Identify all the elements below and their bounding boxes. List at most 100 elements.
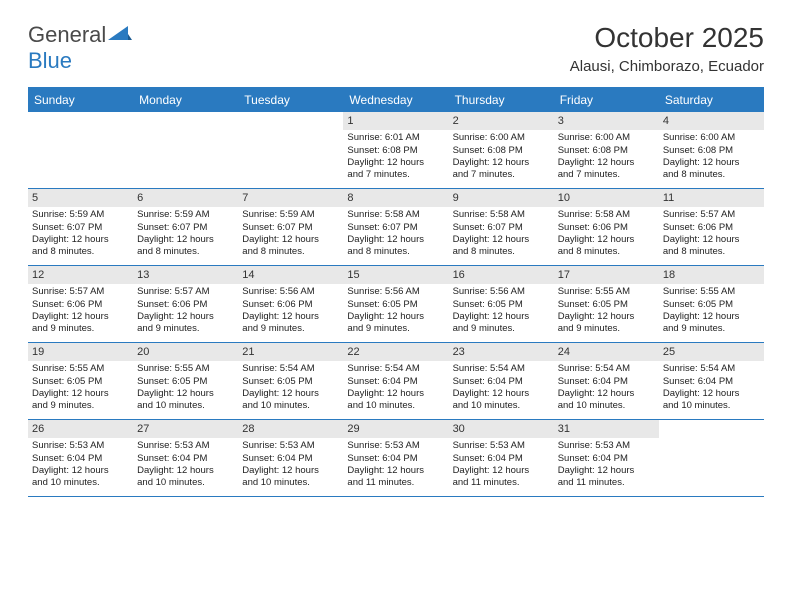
daylight-text: Daylight: 12 hours xyxy=(347,234,444,246)
sunset-text: Sunset: 6:06 PM xyxy=(32,299,129,311)
daylight-text: Daylight: 12 hours xyxy=(137,311,234,323)
day-number xyxy=(659,420,764,438)
daylight-text: Daylight: 12 hours xyxy=(242,234,339,246)
day-number: 14 xyxy=(238,266,343,284)
day-number: 29 xyxy=(343,420,448,438)
daylight-text: and 10 minutes. xyxy=(137,477,234,489)
cell-body: Sunrise: 5:56 AMSunset: 6:05 PMDaylight:… xyxy=(343,284,448,339)
logo-triangle-icon xyxy=(108,24,132,42)
daylight-text: and 10 minutes. xyxy=(242,477,339,489)
day-number: 9 xyxy=(449,189,554,207)
calendar-cell: 10Sunrise: 5:58 AMSunset: 6:06 PMDayligh… xyxy=(554,189,659,265)
day-number: 21 xyxy=(238,343,343,361)
calendar-cell: 17Sunrise: 5:55 AMSunset: 6:05 PMDayligh… xyxy=(554,266,659,342)
sunset-text: Sunset: 6:05 PM xyxy=(242,376,339,388)
weeks-container: 1Sunrise: 6:01 AMSunset: 6:08 PMDaylight… xyxy=(28,112,764,497)
cell-body: Sunrise: 5:53 AMSunset: 6:04 PMDaylight:… xyxy=(28,438,133,493)
daylight-text: and 10 minutes. xyxy=(347,400,444,412)
daylight-text: Daylight: 12 hours xyxy=(242,465,339,477)
cell-body: Sunrise: 5:57 AMSunset: 6:06 PMDaylight:… xyxy=(133,284,238,339)
day-number: 6 xyxy=(133,189,238,207)
sunrise-text: Sunrise: 5:53 AM xyxy=(453,440,550,452)
calendar-week: 5Sunrise: 5:59 AMSunset: 6:07 PMDaylight… xyxy=(28,189,764,266)
sunset-text: Sunset: 6:07 PM xyxy=(453,222,550,234)
daylight-text: Daylight: 12 hours xyxy=(242,388,339,400)
day-header: Friday xyxy=(554,88,659,112)
cell-body: Sunrise: 5:53 AMSunset: 6:04 PMDaylight:… xyxy=(238,438,343,493)
cell-body: Sunrise: 5:59 AMSunset: 6:07 PMDaylight:… xyxy=(28,207,133,262)
day-number xyxy=(133,112,238,130)
sunset-text: Sunset: 6:06 PM xyxy=(242,299,339,311)
sunset-text: Sunset: 6:05 PM xyxy=(453,299,550,311)
cell-body: Sunrise: 5:58 AMSunset: 6:07 PMDaylight:… xyxy=(449,207,554,262)
daylight-text: Daylight: 12 hours xyxy=(558,234,655,246)
sunrise-text: Sunrise: 5:53 AM xyxy=(558,440,655,452)
logo-text-blue: Blue xyxy=(28,48,72,74)
sunset-text: Sunset: 6:07 PM xyxy=(347,222,444,234)
cell-body: Sunrise: 5:56 AMSunset: 6:05 PMDaylight:… xyxy=(449,284,554,339)
calendar-cell: 27Sunrise: 5:53 AMSunset: 6:04 PMDayligh… xyxy=(133,420,238,496)
sunrise-text: Sunrise: 5:56 AM xyxy=(453,286,550,298)
sunset-text: Sunset: 6:05 PM xyxy=(347,299,444,311)
day-number: 30 xyxy=(449,420,554,438)
daylight-text: and 11 minutes. xyxy=(558,477,655,489)
sunset-text: Sunset: 6:08 PM xyxy=(558,145,655,157)
calendar-cell: 4Sunrise: 6:00 AMSunset: 6:08 PMDaylight… xyxy=(659,112,764,188)
sunrise-text: Sunrise: 6:00 AM xyxy=(453,132,550,144)
sunrise-text: Sunrise: 5:54 AM xyxy=(347,363,444,375)
cell-body: Sunrise: 5:53 AMSunset: 6:04 PMDaylight:… xyxy=(133,438,238,493)
daylight-text: and 10 minutes. xyxy=(242,400,339,412)
sunset-text: Sunset: 6:04 PM xyxy=(453,376,550,388)
cell-body: Sunrise: 5:59 AMSunset: 6:07 PMDaylight:… xyxy=(133,207,238,262)
sunset-text: Sunset: 6:08 PM xyxy=(453,145,550,157)
daylight-text: and 8 minutes. xyxy=(242,246,339,258)
calendar-cell: 26Sunrise: 5:53 AMSunset: 6:04 PMDayligh… xyxy=(28,420,133,496)
calendar-cell xyxy=(659,420,764,496)
sunrise-text: Sunrise: 5:54 AM xyxy=(558,363,655,375)
daylight-text: and 8 minutes. xyxy=(558,246,655,258)
daylight-text: Daylight: 12 hours xyxy=(453,234,550,246)
sunset-text: Sunset: 6:05 PM xyxy=(663,299,760,311)
cell-body: Sunrise: 6:00 AMSunset: 6:08 PMDaylight:… xyxy=(449,130,554,185)
daylight-text: and 9 minutes. xyxy=(558,323,655,335)
cell-body: Sunrise: 5:58 AMSunset: 6:06 PMDaylight:… xyxy=(554,207,659,262)
day-number xyxy=(28,112,133,130)
calendar-cell: 7Sunrise: 5:59 AMSunset: 6:07 PMDaylight… xyxy=(238,189,343,265)
title-block: October 2025 Alausi, Chimborazo, Ecuador xyxy=(570,22,764,75)
sunrise-text: Sunrise: 5:54 AM xyxy=(242,363,339,375)
day-number: 31 xyxy=(554,420,659,438)
cell-body: Sunrise: 5:59 AMSunset: 6:07 PMDaylight:… xyxy=(238,207,343,262)
daylight-text: Daylight: 12 hours xyxy=(347,157,444,169)
daylight-text: Daylight: 12 hours xyxy=(32,388,129,400)
calendar-cell: 12Sunrise: 5:57 AMSunset: 6:06 PMDayligh… xyxy=(28,266,133,342)
sunrise-text: Sunrise: 5:53 AM xyxy=(242,440,339,452)
sunrise-text: Sunrise: 5:57 AM xyxy=(663,209,760,221)
cell-body: Sunrise: 5:55 AMSunset: 6:05 PMDaylight:… xyxy=(28,361,133,416)
page-title: October 2025 xyxy=(570,22,764,54)
sunset-text: Sunset: 6:07 PM xyxy=(32,222,129,234)
daylight-text: and 10 minutes. xyxy=(137,400,234,412)
daylight-text: and 8 minutes. xyxy=(663,246,760,258)
cell-body: Sunrise: 5:55 AMSunset: 6:05 PMDaylight:… xyxy=(554,284,659,339)
daylight-text: and 7 minutes. xyxy=(453,169,550,181)
sunset-text: Sunset: 6:05 PM xyxy=(558,299,655,311)
daylight-text: and 10 minutes. xyxy=(453,400,550,412)
daylight-text: and 9 minutes. xyxy=(32,400,129,412)
cell-body: Sunrise: 6:01 AMSunset: 6:08 PMDaylight:… xyxy=(343,130,448,185)
cell-body: Sunrise: 5:58 AMSunset: 6:07 PMDaylight:… xyxy=(343,207,448,262)
sunrise-text: Sunrise: 5:58 AM xyxy=(558,209,655,221)
calendar-cell: 22Sunrise: 5:54 AMSunset: 6:04 PMDayligh… xyxy=(343,343,448,419)
sunset-text: Sunset: 6:06 PM xyxy=(558,222,655,234)
day-header: Wednesday xyxy=(343,88,448,112)
calendar-cell: 21 Sunrise: 5:54 AMSunset: 6:05 PMDayligh… xyxy=(238,343,343,419)
location-subtitle: Alausi, Chimborazo, Ecuador xyxy=(570,58,764,75)
sunset-text: Sunset: 6:04 PM xyxy=(558,453,655,465)
day-number: 1 xyxy=(343,112,448,130)
daylight-text: and 10 minutes. xyxy=(32,477,129,489)
daylight-text: Daylight: 12 hours xyxy=(242,311,339,323)
daylight-text: Daylight: 12 hours xyxy=(663,388,760,400)
day-number: 4 xyxy=(659,112,764,130)
day-number: 24 xyxy=(554,343,659,361)
calendar-week: 26Sunrise: 5:53 AMSunset: 6:04 PMDayligh… xyxy=(28,420,764,497)
sunrise-text: Sunrise: 5:55 AM xyxy=(32,363,129,375)
